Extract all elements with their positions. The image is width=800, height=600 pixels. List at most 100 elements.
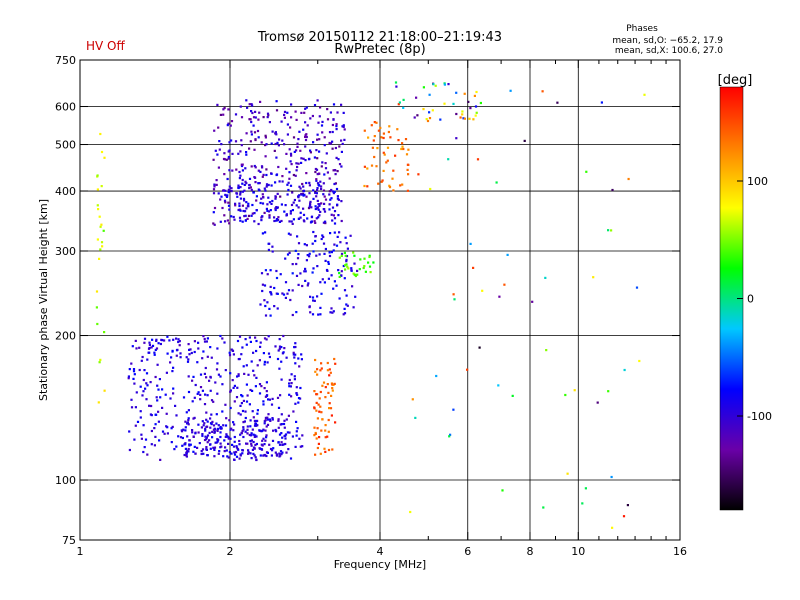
data-point	[321, 161, 324, 164]
data-point	[330, 188, 333, 192]
data-point	[354, 295, 357, 298]
data-point	[194, 383, 197, 387]
data-point	[201, 433, 204, 436]
data-point	[370, 124, 373, 127]
data-point	[248, 147, 251, 150]
data-point	[280, 360, 283, 363]
data-point	[328, 407, 331, 410]
data-point	[281, 451, 284, 454]
data-point	[164, 393, 167, 396]
data-point	[100, 150, 104, 154]
data-point	[217, 192, 220, 195]
data-point	[284, 434, 287, 437]
data-point	[247, 449, 250, 452]
data-point	[255, 199, 258, 202]
data-point	[196, 446, 199, 449]
data-point	[261, 444, 264, 447]
data-point	[140, 437, 143, 440]
data-point	[248, 177, 252, 180]
data-point	[264, 134, 267, 137]
data-point	[140, 433, 143, 436]
data-point	[254, 456, 257, 459]
data-point	[265, 454, 268, 458]
data-point	[429, 187, 432, 191]
data-point	[292, 351, 295, 354]
data-point	[278, 347, 281, 350]
data-point	[98, 361, 101, 364]
data-point	[396, 128, 399, 131]
data-point	[255, 376, 258, 379]
data-point	[216, 429, 219, 432]
data-point	[334, 146, 337, 150]
data-point	[280, 378, 283, 381]
data-point	[314, 358, 317, 362]
data-point	[332, 118, 335, 121]
data-point	[239, 193, 242, 196]
data-point	[352, 251, 355, 254]
data-point	[187, 423, 190, 426]
data-point	[345, 263, 348, 266]
data-point	[288, 378, 291, 382]
data-point	[269, 419, 272, 422]
data-point	[333, 382, 336, 385]
data-point	[268, 307, 271, 310]
data-point	[607, 229, 610, 232]
data-point	[312, 267, 315, 270]
data-point	[260, 141, 263, 144]
data-point	[102, 229, 105, 232]
data-point	[262, 116, 265, 119]
data-point	[320, 292, 323, 295]
data-point	[340, 103, 343, 106]
data-point	[241, 169, 244, 172]
data-point	[219, 113, 222, 116]
data-point	[100, 223, 103, 226]
data-point	[258, 383, 262, 386]
data-point	[269, 285, 272, 288]
data-point	[254, 423, 258, 426]
data-point	[238, 335, 242, 338]
data-point	[337, 158, 340, 161]
phase-stats-x: mean, sd,X: 100.6, 27.0	[615, 46, 723, 56]
data-point	[542, 506, 545, 509]
data-point	[130, 398, 133, 401]
data-point	[202, 452, 205, 455]
data-point	[193, 445, 196, 448]
data-point	[305, 133, 308, 136]
data-point	[277, 441, 280, 444]
data-point	[143, 341, 146, 344]
data-point	[338, 275, 341, 278]
data-point	[186, 435, 189, 438]
data-point	[265, 425, 268, 428]
data-point	[320, 187, 323, 191]
data-point	[339, 241, 342, 244]
data-point	[335, 187, 339, 191]
data-point	[426, 119, 430, 123]
data-point	[290, 395, 293, 398]
data-point	[305, 195, 308, 198]
data-point	[134, 406, 137, 409]
data-point	[240, 353, 243, 356]
data-point	[245, 442, 248, 445]
data-point	[237, 152, 240, 155]
data-point	[226, 219, 229, 222]
data-point	[317, 121, 320, 124]
data-point	[261, 166, 264, 169]
data-point	[250, 444, 253, 447]
data-point	[213, 129, 216, 132]
data-point	[564, 393, 567, 397]
data-point	[316, 157, 319, 160]
data-point	[328, 177, 331, 180]
data-point	[253, 176, 256, 179]
data-point	[379, 126, 382, 129]
data-point	[306, 124, 309, 127]
chart-subtitle: RwPretec (8p)	[334, 42, 425, 57]
data-point	[367, 261, 370, 264]
data-point	[197, 341, 200, 344]
data-point	[187, 409, 190, 412]
data-point	[247, 373, 250, 376]
data-point	[142, 390, 145, 393]
data-point	[230, 215, 233, 218]
data-point	[308, 205, 311, 208]
data-point	[368, 255, 371, 259]
data-point	[203, 337, 206, 341]
